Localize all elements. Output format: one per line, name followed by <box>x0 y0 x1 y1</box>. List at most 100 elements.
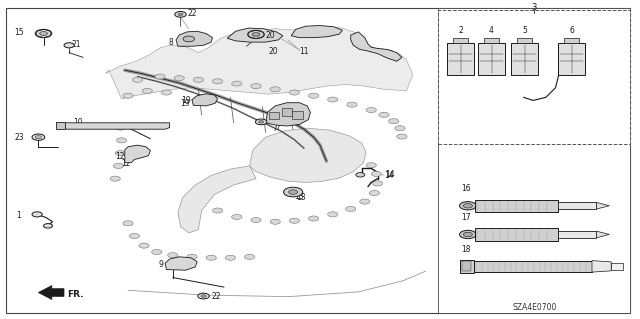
Circle shape <box>328 212 338 217</box>
Text: 23: 23 <box>14 133 24 142</box>
Circle shape <box>259 121 264 123</box>
Circle shape <box>251 84 261 89</box>
Bar <box>447 43 474 75</box>
Text: 13: 13 <box>294 192 304 201</box>
Polygon shape <box>61 26 422 297</box>
Polygon shape <box>176 31 212 46</box>
Circle shape <box>152 249 162 255</box>
Text: 1: 1 <box>17 211 21 220</box>
Bar <box>460 260 474 273</box>
Text: 9: 9 <box>158 260 163 269</box>
Circle shape <box>35 136 42 139</box>
Bar <box>438 8 630 313</box>
Circle shape <box>255 119 267 125</box>
Text: 12: 12 <box>115 152 125 161</box>
Circle shape <box>32 212 42 217</box>
Bar <box>511 43 538 75</box>
Bar <box>484 38 499 43</box>
Text: 13: 13 <box>296 193 306 202</box>
Circle shape <box>161 90 172 95</box>
Text: 19: 19 <box>180 99 189 108</box>
Polygon shape <box>125 145 150 163</box>
Polygon shape <box>596 203 609 209</box>
Text: 10: 10 <box>74 118 83 127</box>
Text: 20: 20 <box>266 31 275 40</box>
Text: ÷10: ÷10 <box>486 63 497 68</box>
Circle shape <box>123 221 133 226</box>
Circle shape <box>174 76 184 81</box>
Circle shape <box>193 77 204 82</box>
Circle shape <box>397 134 407 139</box>
Circle shape <box>289 190 298 194</box>
Text: 3: 3 <box>532 4 537 12</box>
Circle shape <box>40 32 47 35</box>
Bar <box>56 122 65 129</box>
Text: 21: 21 <box>72 40 81 48</box>
Bar <box>475 200 558 212</box>
Polygon shape <box>178 166 256 233</box>
Bar <box>269 112 279 119</box>
Circle shape <box>113 163 124 168</box>
Circle shape <box>460 202 476 210</box>
Text: ÷17: ÷17 <box>520 63 530 68</box>
Circle shape <box>35 29 52 38</box>
Polygon shape <box>192 94 218 106</box>
Text: 20: 20 <box>269 47 278 56</box>
Circle shape <box>328 97 338 102</box>
Circle shape <box>64 43 74 48</box>
Circle shape <box>284 187 303 197</box>
Circle shape <box>142 88 152 93</box>
Text: 16: 16 <box>461 184 471 193</box>
Circle shape <box>132 77 143 82</box>
Polygon shape <box>291 26 342 38</box>
Circle shape <box>356 173 365 177</box>
Circle shape <box>115 125 125 130</box>
Circle shape <box>289 218 300 223</box>
Text: 4: 4 <box>489 26 494 35</box>
Circle shape <box>183 36 195 42</box>
Circle shape <box>463 204 472 208</box>
Circle shape <box>110 176 120 181</box>
Circle shape <box>178 13 183 16</box>
Polygon shape <box>165 257 197 270</box>
Text: FR.: FR. <box>67 290 84 299</box>
Circle shape <box>360 199 370 204</box>
Circle shape <box>270 219 280 224</box>
Text: 5: 5 <box>522 26 527 35</box>
Circle shape <box>248 30 264 39</box>
Circle shape <box>201 295 206 297</box>
Bar <box>558 43 585 75</box>
Text: 12: 12 <box>122 159 131 168</box>
Bar <box>453 38 468 43</box>
Text: 22: 22 <box>211 292 221 300</box>
Bar <box>558 231 596 238</box>
Circle shape <box>463 232 472 237</box>
Circle shape <box>206 255 216 260</box>
Text: ÷22: ÷22 <box>566 63 577 68</box>
Circle shape <box>232 214 242 219</box>
Text: 17: 17 <box>461 213 471 222</box>
Circle shape <box>116 138 127 143</box>
Circle shape <box>371 171 381 176</box>
Polygon shape <box>250 128 366 182</box>
Circle shape <box>129 234 140 239</box>
Bar <box>517 38 532 43</box>
Bar <box>438 10 630 144</box>
Circle shape <box>115 151 125 156</box>
Polygon shape <box>592 261 611 272</box>
Circle shape <box>212 208 223 213</box>
Circle shape <box>460 230 476 239</box>
Circle shape <box>232 81 242 86</box>
Circle shape <box>346 206 356 211</box>
Circle shape <box>198 293 209 299</box>
Text: 7: 7 <box>273 124 278 133</box>
Circle shape <box>289 90 300 95</box>
Circle shape <box>252 33 260 36</box>
Circle shape <box>123 93 133 98</box>
Polygon shape <box>63 123 170 129</box>
Circle shape <box>308 93 319 98</box>
Circle shape <box>366 108 376 113</box>
Circle shape <box>175 11 186 17</box>
Bar <box>462 261 471 271</box>
Circle shape <box>379 112 389 117</box>
